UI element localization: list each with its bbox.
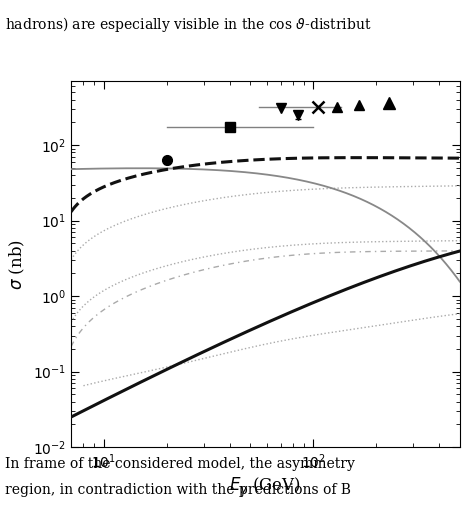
Text: region, in contradiction with the predictions of B: region, in contradiction with the predic… [5, 483, 351, 497]
Text: In frame of the considered model, the asymmetry: In frame of the considered model, the as… [5, 457, 355, 471]
X-axis label: $E_{\gamma}$ (GeV): $E_{\gamma}$ (GeV) [229, 476, 301, 499]
Y-axis label: $\sigma$ (nb): $\sigma$ (nb) [8, 239, 27, 290]
Text: hadrons) are especially visible in the cos $\vartheta$-distribut: hadrons) are especially visible in the c… [5, 15, 371, 34]
